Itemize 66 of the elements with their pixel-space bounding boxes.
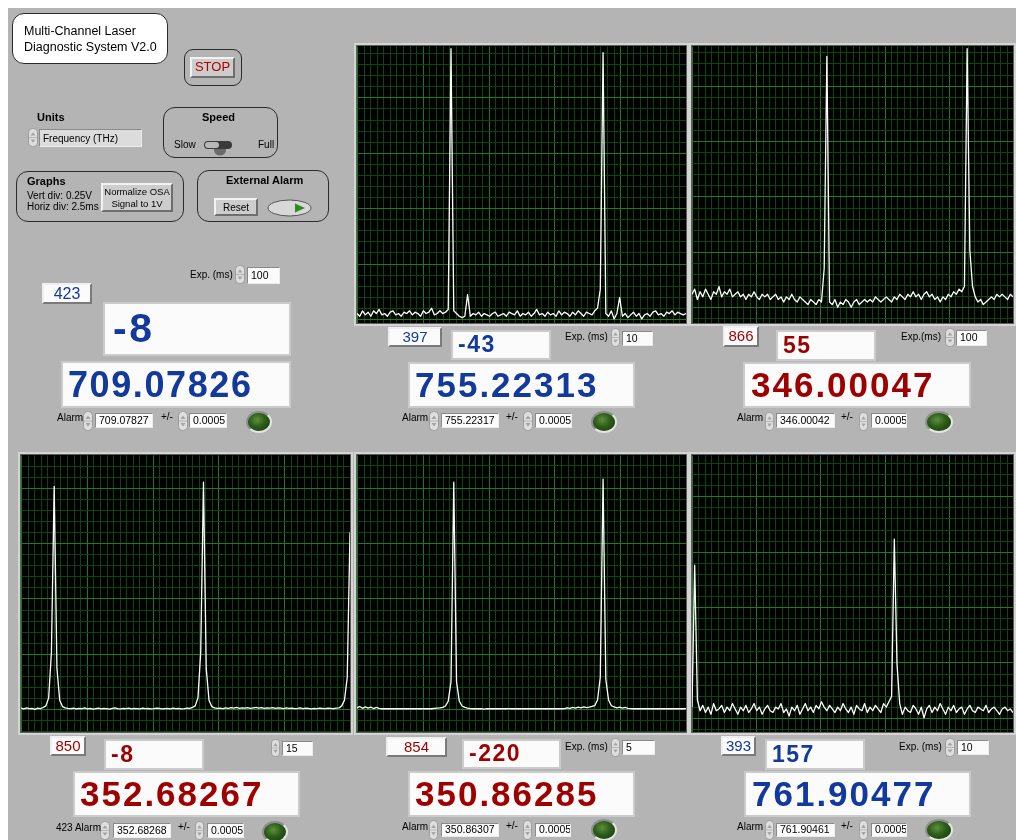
text: Exp. (ms) (565, 741, 608, 753)
display-field: 866 (723, 326, 759, 347)
display-field: -8 (104, 739, 204, 770)
display-field: 854 (386, 737, 447, 757)
display-field: 393 (721, 736, 756, 756)
text: +/- (841, 820, 853, 832)
display-field: 423 (42, 283, 92, 304)
text: Alarm (737, 412, 764, 424)
input-field: 761.90461 (776, 823, 835, 837)
text: Exp. (ms) (190, 269, 233, 281)
text: Alarm (737, 821, 764, 833)
display-field: 850 (50, 736, 86, 756)
input-field: 350.86307 (441, 823, 499, 837)
text: Exp. (ms) (565, 331, 608, 343)
display-field: 157 (765, 739, 865, 770)
input-field: 15 (282, 741, 313, 756)
text: Slow (174, 139, 196, 151)
display-field: 55 (776, 330, 876, 361)
display-field: 346.00047 (743, 362, 971, 408)
input-field: 0.0005 (535, 413, 572, 428)
input-field: 0.0005 (535, 823, 571, 837)
display-field: 352.68267 (73, 771, 300, 817)
input-field: Frequency (THz) (39, 129, 142, 147)
input-field: 0.0005 (871, 413, 907, 428)
text: Alarm (402, 412, 429, 424)
input-field: 346.00042 (776, 413, 835, 428)
text: Graphs (27, 175, 66, 188)
display-field: -43 (451, 330, 551, 360)
input-field: 5 (622, 740, 655, 755)
display-field: 397 (388, 327, 442, 347)
button: Reset (214, 198, 258, 216)
text: External Alarm (226, 174, 304, 187)
text: +/- (506, 820, 518, 832)
input-field: 100 (247, 267, 280, 284)
input-field: 10 (957, 740, 989, 755)
text: Speed (202, 111, 236, 124)
display-field: 755.22313 (408, 362, 635, 408)
display-field: 761.90477 (744, 771, 971, 817)
text: Alarm (57, 412, 84, 424)
rounded-frame: Multi-Channel Laser Diagnostic System V2.0 (12, 13, 168, 64)
input-field: 0.0005 (189, 413, 227, 428)
text: Alarm (402, 821, 429, 833)
display-field: -8 (103, 302, 291, 356)
button: STOP (190, 57, 235, 78)
input-field: 10 (622, 331, 653, 346)
text: Full (258, 139, 275, 151)
input-field: 100 (956, 330, 987, 346)
text: 423 Alarm (56, 822, 102, 834)
text: +/- (161, 411, 173, 423)
text: Exp.(ms) (901, 331, 941, 343)
input-field: 755.22317 (441, 413, 499, 428)
text: +/- (506, 411, 518, 423)
text: Horiz div: 2.5ms (27, 201, 99, 213)
text: Units (37, 111, 65, 124)
display-field: -220 (462, 739, 561, 769)
input-field: 0.0005 (207, 823, 244, 838)
text: Vert div: 0.25V (27, 190, 93, 202)
text: +/- (841, 411, 853, 423)
display-field: 350.86285 (408, 771, 635, 817)
button: Normalize OSA Signal to 1V (101, 183, 173, 212)
input-field: 709.07827 (95, 413, 153, 428)
text: Exp. (ms) (899, 741, 942, 753)
text: +/- (178, 821, 190, 833)
input-field: 0.0005 (871, 823, 907, 837)
input-field: 352.68268 (113, 823, 171, 838)
display-field: 709.07826 (61, 361, 291, 408)
